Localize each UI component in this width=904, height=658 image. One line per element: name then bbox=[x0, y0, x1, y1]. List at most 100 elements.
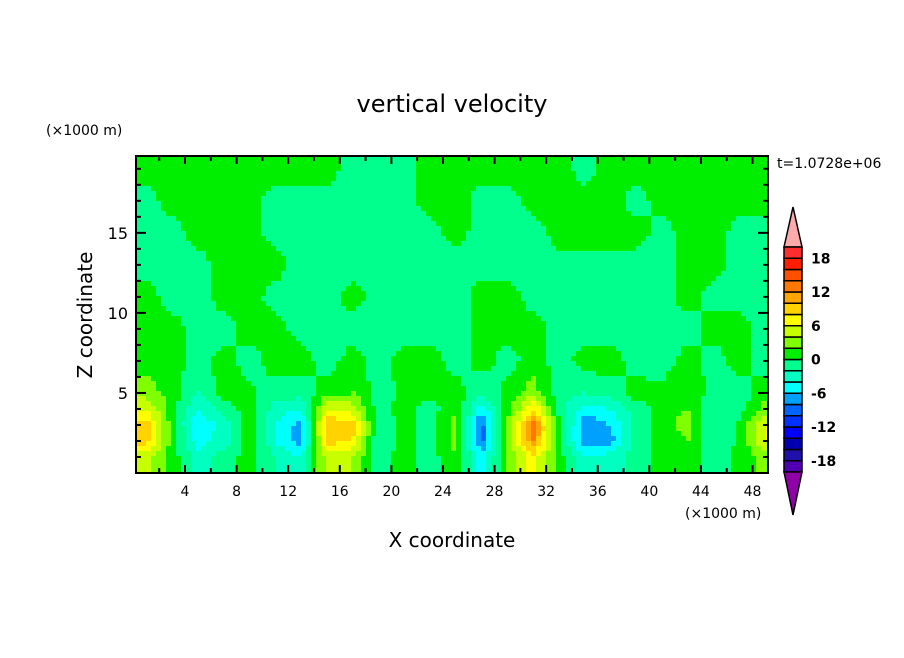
heatmap-cell bbox=[681, 166, 687, 172]
heatmap-cell bbox=[371, 196, 377, 202]
heatmap-cell bbox=[366, 326, 372, 332]
heatmap-cell bbox=[706, 276, 712, 282]
heatmap-cell bbox=[591, 321, 597, 327]
heatmap-cell bbox=[446, 296, 452, 302]
heatmap-cell bbox=[536, 296, 542, 302]
heatmap-cell bbox=[141, 196, 147, 202]
heatmap-cell bbox=[216, 286, 222, 292]
heatmap-cell bbox=[561, 281, 567, 287]
heatmap-cell bbox=[281, 256, 287, 262]
heatmap-cell bbox=[541, 291, 547, 297]
heatmap-cell bbox=[441, 311, 447, 317]
heatmap-cell bbox=[201, 171, 207, 177]
heatmap-cell bbox=[216, 201, 222, 207]
heatmap-cell bbox=[361, 211, 367, 217]
heatmap-cell bbox=[571, 196, 577, 202]
heatmap-cell bbox=[246, 206, 252, 212]
heatmap-cell bbox=[441, 326, 447, 332]
heatmap-cell bbox=[271, 346, 277, 352]
heatmap-cell bbox=[586, 216, 592, 222]
heatmap-cell bbox=[441, 181, 447, 187]
heatmap-cell bbox=[256, 216, 262, 222]
heatmap-cell bbox=[331, 186, 337, 192]
heatmap-cell bbox=[381, 201, 387, 207]
heatmap-cell bbox=[151, 346, 157, 352]
heatmap-cell bbox=[566, 166, 572, 172]
heatmap-cell bbox=[506, 206, 512, 212]
heatmap-cell bbox=[376, 316, 382, 322]
heatmap-cell bbox=[281, 241, 287, 247]
heatmap-cell bbox=[696, 261, 702, 267]
heatmap-cell bbox=[281, 201, 287, 207]
heatmap-cell bbox=[291, 291, 297, 297]
heatmap-cell bbox=[171, 231, 177, 237]
heatmap-cell bbox=[421, 166, 427, 172]
heatmap-cell bbox=[686, 286, 692, 292]
heatmap-cell bbox=[326, 321, 332, 327]
heatmap-cell bbox=[466, 246, 472, 252]
heatmap-cell bbox=[231, 221, 237, 227]
heatmap-cell bbox=[331, 316, 337, 322]
heatmap-cell bbox=[381, 346, 387, 352]
heatmap-cell bbox=[236, 251, 242, 257]
heatmap-cell bbox=[526, 301, 532, 307]
heatmap-cell bbox=[356, 221, 362, 227]
heatmap-cell bbox=[486, 301, 492, 307]
heatmap-cell bbox=[631, 256, 637, 262]
heatmap-cell bbox=[676, 236, 682, 242]
heatmap-cell bbox=[656, 196, 662, 202]
heatmap-cell bbox=[496, 261, 502, 267]
heatmap-cell bbox=[591, 211, 597, 217]
heatmap-cell bbox=[391, 291, 397, 297]
heatmap-cell bbox=[176, 286, 182, 292]
heatmap-cell bbox=[276, 281, 282, 287]
heatmap-cell bbox=[526, 341, 532, 347]
heatmap-cell bbox=[536, 291, 542, 297]
heatmap-cell bbox=[276, 181, 282, 187]
heatmap-cell bbox=[451, 176, 457, 182]
heatmap-cell bbox=[501, 206, 507, 212]
heatmap-cell bbox=[746, 236, 752, 242]
heatmap-cell bbox=[606, 221, 612, 227]
heatmap-cell bbox=[751, 291, 757, 297]
heatmap-cell bbox=[291, 256, 297, 262]
heatmap-cell bbox=[711, 176, 717, 182]
heatmap-cell bbox=[501, 276, 507, 282]
heatmap-cell bbox=[691, 281, 697, 287]
heatmap-cell bbox=[621, 316, 627, 322]
heatmap-cell bbox=[266, 166, 272, 172]
heatmap-cell bbox=[486, 286, 492, 292]
heatmap-cell bbox=[561, 291, 567, 297]
heatmap-cell bbox=[386, 266, 392, 272]
heatmap-cell bbox=[146, 261, 152, 267]
heatmap-cell bbox=[641, 201, 647, 207]
heatmap-cell bbox=[541, 171, 547, 177]
heatmap-cell bbox=[471, 196, 477, 202]
heatmap-cell bbox=[746, 286, 752, 292]
heatmap-cell bbox=[651, 201, 657, 207]
heatmap-cell bbox=[236, 351, 242, 357]
heatmap-cell bbox=[656, 246, 662, 252]
heatmap-cell bbox=[721, 286, 727, 292]
heatmap-cell bbox=[691, 316, 697, 322]
heatmap-cell bbox=[456, 196, 462, 202]
heatmap-cell bbox=[511, 341, 517, 347]
heatmap-cell bbox=[601, 186, 607, 192]
heatmap-cell bbox=[306, 326, 312, 332]
heatmap-cell bbox=[566, 196, 572, 202]
heatmap-cell bbox=[756, 171, 762, 177]
heatmap-cell bbox=[431, 156, 437, 162]
heatmap-cell bbox=[261, 181, 267, 187]
heatmap-cell bbox=[676, 311, 682, 317]
heatmap-cell bbox=[426, 316, 432, 322]
heatmap-cell bbox=[666, 291, 672, 297]
heatmap-cell bbox=[461, 301, 467, 307]
heatmap-cell bbox=[371, 266, 377, 272]
heatmap-cell bbox=[676, 291, 682, 297]
heatmap-cell bbox=[191, 166, 197, 172]
heatmap-cell bbox=[236, 291, 242, 297]
heatmap-cell bbox=[681, 216, 687, 222]
heatmap-cell bbox=[231, 186, 237, 192]
heatmap-cell bbox=[716, 311, 722, 317]
heatmap-cell bbox=[266, 261, 272, 267]
